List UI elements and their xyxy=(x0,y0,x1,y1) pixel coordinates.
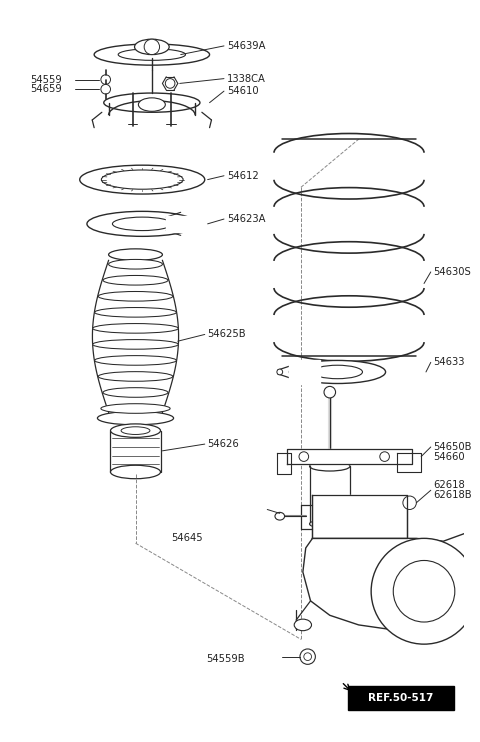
Ellipse shape xyxy=(98,372,173,381)
Ellipse shape xyxy=(98,292,173,301)
Circle shape xyxy=(277,369,283,375)
Text: 54660: 54660 xyxy=(433,452,465,462)
Ellipse shape xyxy=(94,44,210,65)
Text: 54645: 54645 xyxy=(171,533,203,543)
Circle shape xyxy=(299,452,309,462)
Ellipse shape xyxy=(110,465,160,479)
Polygon shape xyxy=(287,449,411,464)
Text: 54559B: 54559B xyxy=(207,654,245,663)
Ellipse shape xyxy=(312,365,362,378)
Ellipse shape xyxy=(289,361,385,384)
Text: 54659: 54659 xyxy=(30,84,61,94)
Ellipse shape xyxy=(93,340,179,349)
Text: 54633: 54633 xyxy=(433,358,465,367)
Polygon shape xyxy=(166,216,198,232)
Ellipse shape xyxy=(95,307,177,317)
Circle shape xyxy=(324,387,336,398)
Ellipse shape xyxy=(138,98,165,111)
Ellipse shape xyxy=(110,424,160,437)
Polygon shape xyxy=(397,453,421,472)
Circle shape xyxy=(101,85,110,94)
Circle shape xyxy=(144,39,159,55)
Text: 54623A: 54623A xyxy=(227,214,265,224)
Text: 54559: 54559 xyxy=(30,75,61,85)
Text: 54650B: 54650B xyxy=(433,442,472,452)
Ellipse shape xyxy=(104,93,200,112)
Text: 54626: 54626 xyxy=(208,439,240,449)
Ellipse shape xyxy=(118,49,185,60)
Text: 54610: 54610 xyxy=(227,86,259,96)
Text: 54612: 54612 xyxy=(227,171,259,181)
Circle shape xyxy=(304,653,312,660)
Circle shape xyxy=(101,75,110,85)
FancyBboxPatch shape xyxy=(348,686,454,709)
Ellipse shape xyxy=(93,324,179,333)
Text: 62618: 62618 xyxy=(433,481,466,490)
Circle shape xyxy=(371,539,477,644)
Polygon shape xyxy=(303,533,469,630)
Ellipse shape xyxy=(310,462,350,471)
Ellipse shape xyxy=(101,404,170,413)
Circle shape xyxy=(393,560,455,622)
Circle shape xyxy=(165,79,175,88)
Polygon shape xyxy=(312,495,407,539)
Ellipse shape xyxy=(103,387,168,397)
Ellipse shape xyxy=(95,355,177,365)
Ellipse shape xyxy=(294,619,312,631)
Ellipse shape xyxy=(310,519,350,529)
Circle shape xyxy=(403,496,416,510)
Ellipse shape xyxy=(97,411,174,425)
Text: REF.50-517: REF.50-517 xyxy=(368,693,433,703)
Text: 54630S: 54630S xyxy=(433,267,471,277)
Ellipse shape xyxy=(108,260,162,269)
Ellipse shape xyxy=(112,217,172,231)
Circle shape xyxy=(300,649,315,664)
Polygon shape xyxy=(289,361,320,384)
Ellipse shape xyxy=(108,249,162,260)
Text: 54625B: 54625B xyxy=(208,329,246,339)
Ellipse shape xyxy=(87,211,198,237)
Text: 62618B: 62618B xyxy=(433,490,472,500)
Text: 54639A: 54639A xyxy=(227,41,265,51)
Ellipse shape xyxy=(121,427,150,435)
Ellipse shape xyxy=(80,165,205,194)
Circle shape xyxy=(380,452,389,462)
Ellipse shape xyxy=(103,275,168,285)
Text: 1338CA: 1338CA xyxy=(227,73,266,84)
Ellipse shape xyxy=(101,170,183,189)
Ellipse shape xyxy=(275,513,285,520)
Ellipse shape xyxy=(134,39,169,55)
Polygon shape xyxy=(277,453,291,474)
